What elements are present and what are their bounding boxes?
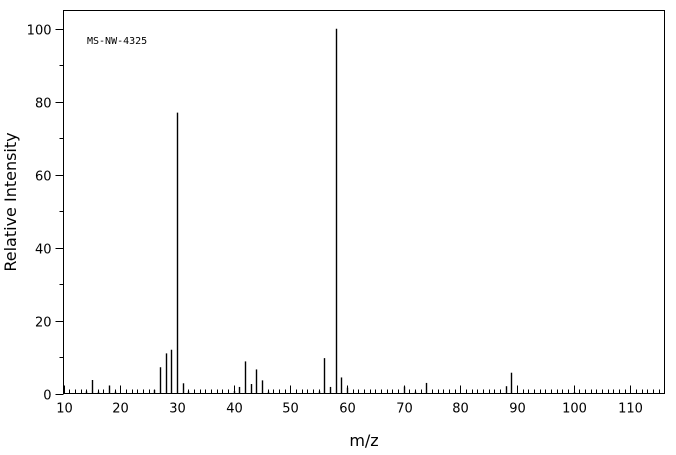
x-tick-label: 60 <box>339 402 356 417</box>
y-tick-label: 100 <box>27 24 52 39</box>
y-tick-label: 40 <box>35 243 52 258</box>
y-tick-label: 0 <box>43 389 51 404</box>
y-tick-label: 60 <box>35 170 52 185</box>
y-axis-title: Relative Intensity <box>1 132 20 271</box>
x-tick-label: 20 <box>112 402 129 417</box>
x-axis-ticks: 10 20 30 40 50 60 70 80 90 100 110 <box>56 385 660 417</box>
plot-frame <box>63 10 665 394</box>
x-tick-label: 80 <box>452 402 469 417</box>
x-tick-label: 70 <box>396 402 413 417</box>
y-axis-ticks: 0 20 40 60 80 100 <box>27 24 64 404</box>
x-tick-label: 10 <box>56 402 73 417</box>
x-tick-label: 30 <box>169 402 186 417</box>
x-tick-label: 110 <box>618 402 643 417</box>
x-tick-label: 100 <box>562 402 587 417</box>
x-tick-label: 40 <box>226 402 243 417</box>
x-tick-label: 90 <box>509 402 526 417</box>
x-axis-title: m/z <box>349 431 378 450</box>
peak-bars <box>85 28 576 394</box>
spectrum-id-annotation: MS-NW-4325 <box>87 36 147 47</box>
y-tick-label: 80 <box>35 97 52 112</box>
x-tick-label: 50 <box>282 402 299 417</box>
y-tick-label: 20 <box>35 316 52 331</box>
